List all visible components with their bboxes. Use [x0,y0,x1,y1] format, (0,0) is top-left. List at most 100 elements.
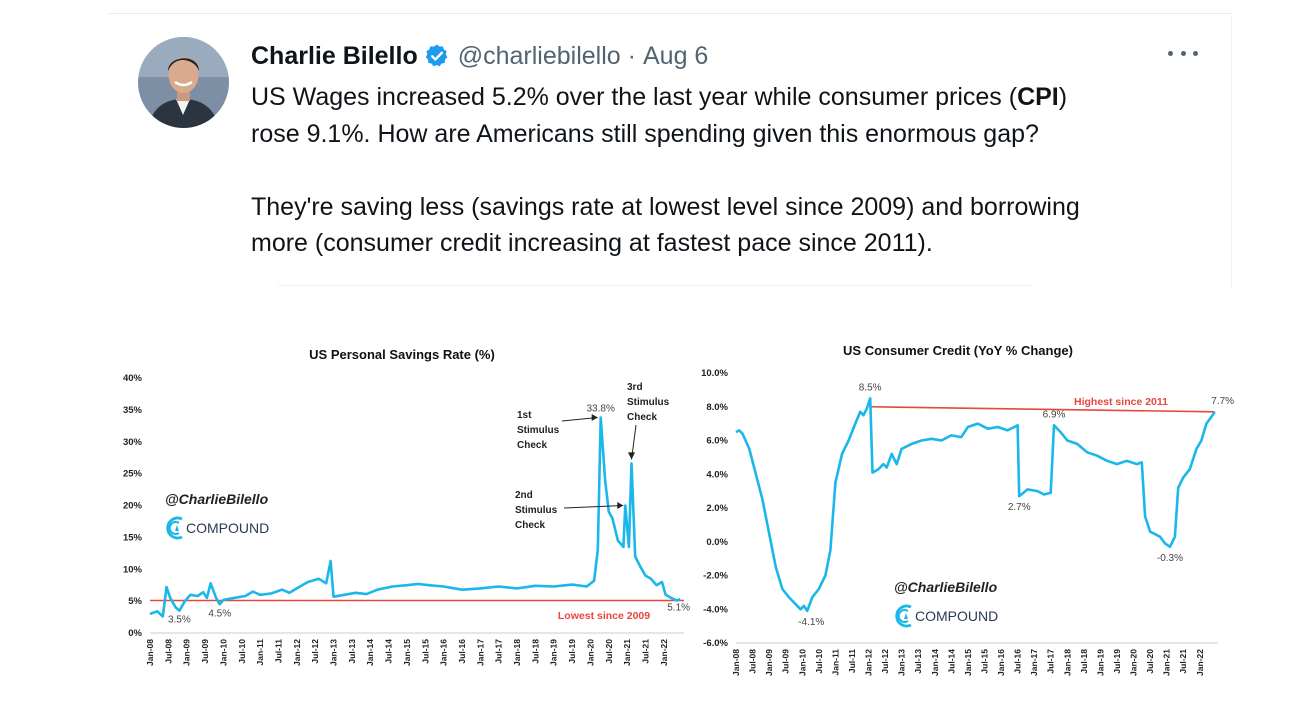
x-tick-label: Jul-20 [1145,649,1155,674]
annotation-label: Check [515,520,545,531]
x-tick-label: Jul-19 [567,639,577,664]
x-tick-label: Jul-14 [946,649,956,674]
tweet-card[interactable]: Charlie Bilello @charliebilello · Aug 6 … [108,13,1232,287]
y-tick-label: 35% [123,405,143,416]
chart-svg: US Consumer Credit (YoY % Change) -6.0% -4… [701,343,1234,676]
avatar-photo [138,37,229,128]
savings-rate-chart[interactable]: US Personal Savings Rate (%) 0% 5% 10% 15% 20… [110,335,700,685]
author-handle[interactable]: @charliebilello [457,41,621,70]
series-line [149,416,681,618]
x-tick-label: Jul-20 [604,639,614,664]
y-tick-label: 6.0% [706,436,728,447]
logo-mark [904,613,908,619]
x-tick-label: Jul-18 [1079,649,1089,674]
logo-arc [166,516,183,540]
avatar[interactable] [138,37,229,128]
y-tick-label: 2.0% [706,503,728,514]
data-label: 6.9% [1043,409,1066,420]
tweet-text-line: more (consumer credit increasing at fast… [251,229,933,258]
logo-arc [895,604,912,628]
cpi-emphasis: CPI [1017,83,1059,111]
x-tick-label: Jul-17 [1046,649,1056,674]
x-tick-label: Jan-10 [797,649,807,676]
compound-logo-icon [895,604,912,628]
consumer-credit-chart[interactable]: US Consumer Credit (YoY % Change) -6.0% -4… [690,335,1250,685]
verified-badge-icon [424,43,450,69]
data-label: 8.5% [859,382,882,393]
x-tick-label: Jan-15 [963,649,973,676]
tweet-text-line: rose 9.1%. How are Americans still spend… [251,119,1039,148]
brand-name: COMPOUND [915,608,998,624]
annotation-label: Stimulus [515,505,558,516]
x-tick-label: Jul-11 [847,649,857,673]
dot-icon [1193,50,1198,56]
x-tick-label: Jan-16 [439,639,449,666]
annotation-arrowhead [628,452,636,460]
x-tick-label: Jan-12 [292,639,302,666]
data-label: 2.7% [1008,502,1031,513]
logo-arc-inner [897,609,909,623]
x-tick-label: Jan-19 [1095,649,1105,676]
y-tick-label: 4.0% [706,469,728,480]
x-tick-label: Jan-14 [930,649,940,676]
logo-arc-inner [168,521,180,535]
x-tick-label: Jan-21 [1162,649,1172,676]
data-label: 4.5% [208,608,231,619]
x-tick-label: Jul-09 [781,649,791,674]
tweet-text-segment: US Wages increased 5.2% over the last ye… [251,83,1018,111]
author-name[interactable]: Charlie Bilello [251,41,418,70]
brand-handle: @CharlieBilello [165,491,269,507]
x-tick-label: Jan-12 [864,649,874,676]
more-options-icon[interactable] [1168,41,1198,65]
annotation-label: Stimulus [627,397,670,408]
data-label: 5.1% [667,602,690,613]
y-tick-label: 0% [128,628,142,639]
x-tick-label: Jul-13 [347,639,357,664]
y-tick-label: 25% [123,469,143,480]
x-tick-label: Jan-17 [1029,649,1039,676]
series-line [735,397,1216,613]
x-tick-label: Jan-18 [512,639,522,666]
x-tick-label: Jan-09 [764,649,774,676]
divider [278,285,1032,286]
annotation-label: 1st [517,410,532,421]
reference-line-label: Lowest since 2009 [558,610,650,622]
data-label: 3.5% [168,615,191,626]
tweet-text-line: They're saving less (savings rate at low… [251,192,1080,221]
annotation-arrow [563,505,624,509]
x-tick-label: Jul-12 [880,649,890,674]
chart-svg: US Personal Savings Rate (%) 0% 5% 10% 15% 20… [123,347,690,666]
data-label: -4.1% [798,617,824,628]
y-tick-label: 10.0% [701,368,728,379]
brand-handle: @CharlieBilello [894,579,998,595]
x-tick-label: Jan-16 [996,649,1006,676]
data-label: -0.3% [1157,553,1183,564]
x-tick-label: Jul-10 [237,639,247,664]
x-tick-label: Jan-20 [585,639,595,666]
annotation-arrowhead [617,502,624,509]
y-tick-label: 0.0% [706,537,728,548]
logo-mark [175,525,179,531]
x-tick-label: Jul-10 [814,649,824,674]
x-tick-label: Jan-11 [830,649,840,676]
x-tick-label: Jan-22 [1195,649,1205,676]
tweet-date[interactable]: Aug 6 [643,41,709,70]
annotation-label: Check [627,412,657,423]
x-tick-label: Jan-18 [1062,649,1072,676]
x-tick-label: Jan-10 [218,639,228,666]
y-tick-label: 30% [123,437,143,448]
compound-logo-icon [166,516,183,540]
x-tick-label: Jan-08 [145,639,155,666]
x-tick-label: Jul-16 [1013,649,1023,674]
x-tick-label: Jul-08 [163,639,173,664]
y-tick-label: 10% [123,564,143,575]
x-tick-label: Jul-15 [979,649,989,674]
x-tick-label: Jan-13 [897,649,907,676]
y-tick-label: 15% [123,532,143,543]
x-tick-label: Jan-14 [365,639,375,666]
x-tick-label: Jul-11 [273,639,283,663]
brand-name: COMPOUND [186,520,269,536]
annotation-label: Stimulus [517,425,560,436]
x-tick-label: Jan-22 [659,639,669,666]
x-tick-label: Jul-19 [1112,649,1122,674]
